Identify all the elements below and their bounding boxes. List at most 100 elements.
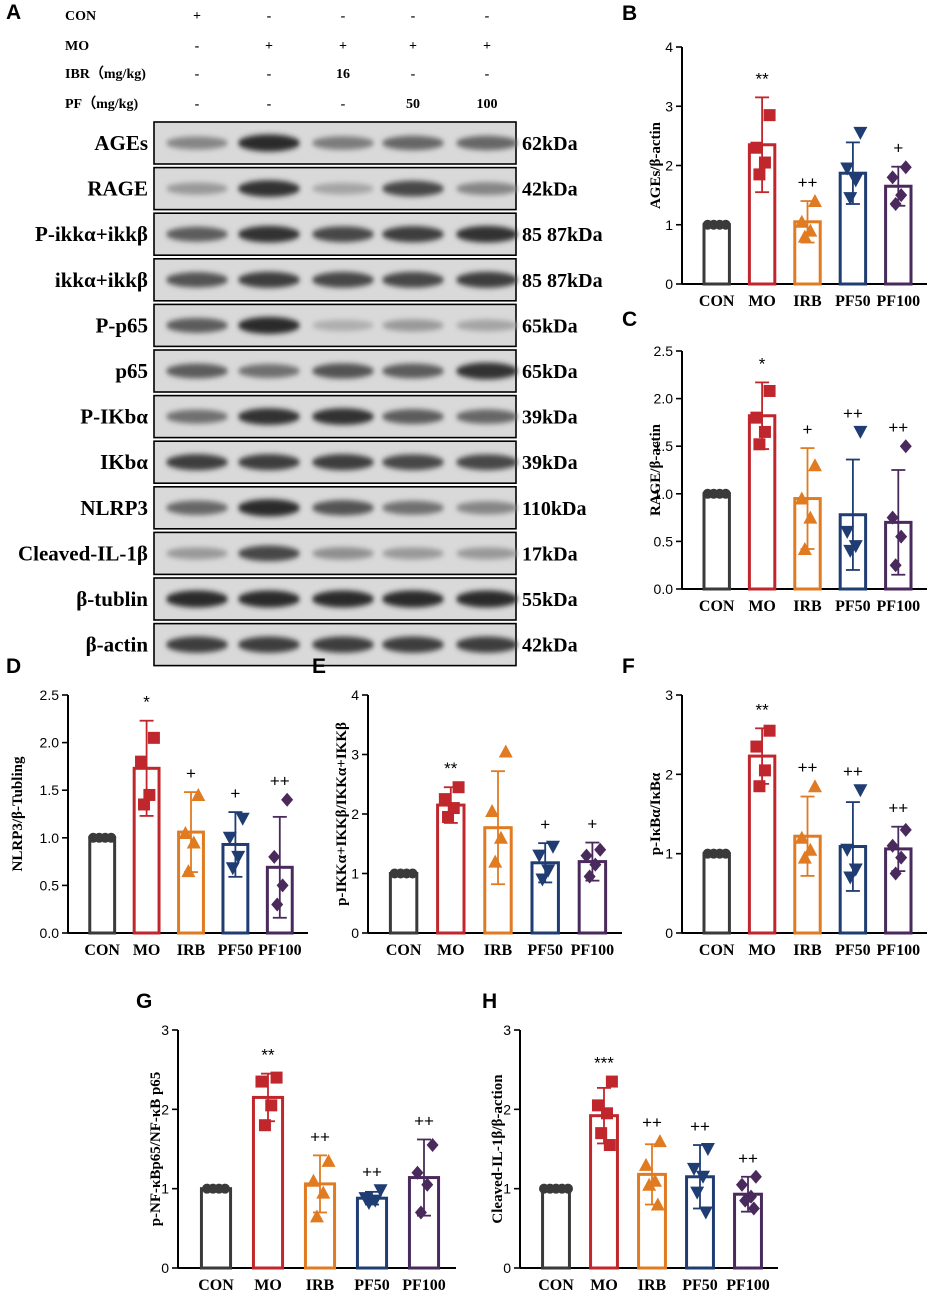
data-point xyxy=(794,830,809,844)
data-point xyxy=(452,781,465,794)
treatment-value: - xyxy=(485,67,490,82)
data-point xyxy=(758,156,771,169)
chart-panel-e: E 0 1 2 3 4 p-IKKα+IKKβ/IKKα+IKKβ CON MO ** IRB PF5… xyxy=(312,655,622,959)
x-category-label: PF50 xyxy=(835,598,871,615)
protein-label: ikkα+ikkβ xyxy=(55,268,148,292)
data-point xyxy=(807,194,822,208)
y-tick-label: 0 xyxy=(161,1260,169,1276)
blot-band xyxy=(382,409,444,425)
bar xyxy=(88,836,117,935)
data-point xyxy=(309,1209,324,1223)
y-axis-label: RAGE/β-actin xyxy=(648,423,664,516)
blot-band xyxy=(382,363,444,379)
protein-label: NLRP3 xyxy=(80,496,148,520)
y-tick-label: 1.5 xyxy=(654,438,674,454)
blot-band xyxy=(312,590,374,608)
data-point xyxy=(848,174,863,188)
x-category-label: IRB xyxy=(793,598,822,615)
x-category-label: PF50 xyxy=(527,942,563,959)
data-point xyxy=(591,1099,604,1112)
data-point xyxy=(886,170,899,185)
blot-band xyxy=(312,363,374,379)
data-point xyxy=(895,529,908,544)
blot-band xyxy=(312,547,374,560)
blot-row xyxy=(153,349,518,393)
molecular-weight-label: 17kDa xyxy=(522,543,578,565)
y-tick-label: 2 xyxy=(161,1101,169,1117)
data-point xyxy=(316,1185,331,1199)
x-category-label: PF100 xyxy=(877,293,921,310)
blot-band xyxy=(312,408,374,425)
y-tick-label: 3 xyxy=(665,98,673,114)
panel-label: F xyxy=(622,655,635,678)
y-axis-label: p-IκBα/IκBα xyxy=(648,772,664,855)
molecular-weight-label: 85 87kDa xyxy=(522,270,603,292)
y-tick-label: 2.0 xyxy=(654,391,674,407)
data-point xyxy=(485,804,500,818)
blot-band xyxy=(166,182,228,195)
data-point xyxy=(532,849,547,863)
significance-marker: + xyxy=(186,764,196,783)
data-point xyxy=(652,1134,667,1148)
protein-label: RAGE xyxy=(87,177,148,201)
data-point xyxy=(720,488,731,499)
data-point xyxy=(258,1119,271,1132)
y-tick-label: 0 xyxy=(665,276,673,292)
significance-marker: ** xyxy=(755,700,769,719)
x-category-label: PF100 xyxy=(877,598,921,615)
blot-band xyxy=(382,319,444,332)
data-point xyxy=(178,826,193,840)
treatment-value: - xyxy=(267,9,272,24)
data-point xyxy=(181,864,196,878)
treatment-value: - xyxy=(411,67,416,82)
significance-marker: ++ xyxy=(843,762,863,781)
data-point xyxy=(749,1169,762,1184)
y-tick-label: 2 xyxy=(665,158,673,174)
chart-panel-c: C 0.0 0.5 1.0 1.5 2.0 2.5 RAGE/β-actin CON MO * IRB… xyxy=(622,308,927,615)
data-point xyxy=(411,1165,424,1180)
bar xyxy=(199,1187,233,1270)
chart-panel-b: B 0 1 2 3 4 AGEs/β-actin CON MO ** IRB ++ PF50 PF100 + xyxy=(622,2,927,310)
protein-label: p65 xyxy=(115,359,148,383)
protein-label: IKbα xyxy=(100,450,148,474)
data-point xyxy=(843,544,858,558)
panel-label: E xyxy=(312,655,326,678)
significance-marker: ++ xyxy=(738,1149,758,1168)
data-point xyxy=(235,812,250,826)
chart-panel-g: G 0 1 2 3 p-NF-κBp65/NF-κB p65 CON MO ** IRB ++ PF5… xyxy=(136,990,456,1294)
data-point xyxy=(720,219,731,230)
significance-marker: + xyxy=(803,420,813,439)
significance-marker: ++ xyxy=(888,418,908,437)
y-tick-label: 1 xyxy=(665,846,673,862)
blot-band xyxy=(382,271,444,288)
treatment-value: 100 xyxy=(477,97,498,112)
y-tick-label: 0 xyxy=(351,925,359,941)
significance-marker: ++ xyxy=(362,1162,382,1181)
blot-band xyxy=(456,225,518,243)
data-point xyxy=(886,510,899,525)
blot-band xyxy=(238,364,300,378)
data-point xyxy=(853,126,868,140)
data-point xyxy=(106,832,117,843)
panel-label: G xyxy=(136,990,152,1013)
significance-marker: ** xyxy=(755,69,769,88)
data-point xyxy=(268,849,281,864)
data-point xyxy=(601,1107,614,1120)
x-category-label: IRB xyxy=(793,942,822,959)
panel-label: B xyxy=(622,2,637,25)
data-point xyxy=(255,1075,268,1088)
data-point xyxy=(186,835,201,849)
x-category-label: PF100 xyxy=(402,1277,446,1294)
bar xyxy=(436,803,466,935)
data-point xyxy=(414,1205,427,1220)
x-category-label: PF50 xyxy=(835,293,871,310)
panel-label: D xyxy=(6,655,21,678)
protein-label: AGEs xyxy=(94,131,148,155)
significance-marker: * xyxy=(759,354,766,373)
data-point xyxy=(137,798,150,811)
blot-band xyxy=(456,590,518,608)
blot-band xyxy=(382,590,444,608)
treatment-value: 50 xyxy=(406,97,420,112)
data-point xyxy=(271,897,284,912)
